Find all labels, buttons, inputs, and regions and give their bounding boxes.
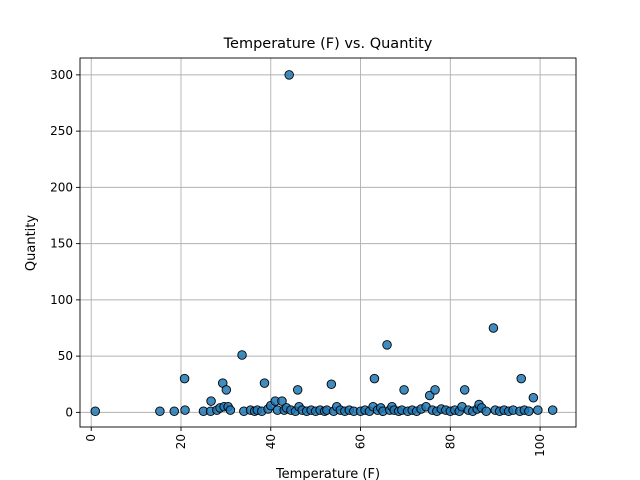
plot-frame: [79, 57, 577, 428]
y-tick-label: 100: [50, 293, 73, 307]
data-point: [225, 405, 236, 415]
data-point: [399, 385, 409, 395]
data-point: [277, 396, 287, 406]
y-tick-label: 250: [50, 124, 73, 138]
data-point: [206, 396, 216, 406]
data-point: [481, 406, 491, 417]
data-point: [221, 385, 232, 395]
data-point: [292, 385, 303, 395]
x-tick-label: 40: [264, 434, 278, 449]
data-point: [369, 373, 380, 384]
y-axis-ticks: 0 50 100 150 200 250 300: [50, 68, 80, 419]
x-axis-ticks: 0 20 40 60 80 100: [84, 427, 547, 457]
grid: [80, 58, 576, 427]
data-point: [516, 373, 526, 384]
data-point: [169, 406, 180, 417]
data-point: [259, 378, 270, 388]
y-tick-label: 150: [50, 237, 73, 251]
x-tick-label: 80: [443, 434, 457, 449]
y-tick-label: 0: [65, 405, 73, 419]
x-axis-label: Temperature (F): [275, 467, 380, 480]
data-point: [533, 405, 543, 415]
data-point: [382, 340, 392, 350]
data-point: [155, 406, 165, 417]
data-point: [430, 385, 440, 395]
data-point: [180, 405, 190, 415]
x-tick-label: 20: [174, 434, 188, 449]
data-points: [90, 70, 558, 417]
y-tick-label: 300: [50, 68, 73, 82]
data-point: [528, 393, 539, 403]
y-tick-label: 200: [50, 180, 73, 194]
x-tick-label: 60: [354, 434, 368, 449]
y-tick-label: 50: [58, 349, 73, 363]
data-point: [90, 406, 101, 417]
y-axis-label: Quantity: [24, 215, 39, 271]
data-point: [284, 70, 294, 80]
data-point: [237, 350, 247, 360]
data-point: [524, 406, 534, 417]
data-point: [179, 373, 190, 384]
chart-title: Temperature (F) vs. Quantity: [223, 36, 433, 52]
data-point: [459, 385, 470, 395]
data-point: [547, 405, 558, 415]
x-tick-label: 100: [533, 434, 547, 457]
data-point: [488, 323, 499, 333]
x-tick-label: 0: [84, 434, 98, 442]
data-point: [326, 379, 337, 390]
